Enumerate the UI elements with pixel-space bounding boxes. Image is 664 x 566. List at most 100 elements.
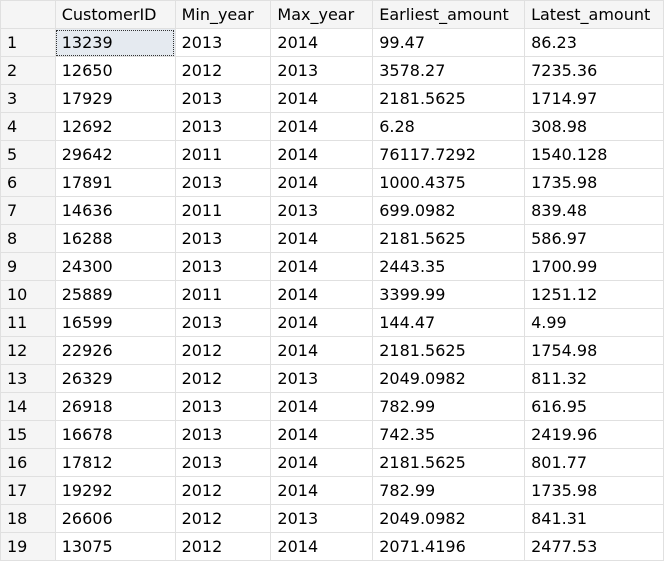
cell-customerid[interactable]: 26329 xyxy=(54,364,176,393)
table-row[interactable]: 15 16678 2013 2014 742.35 2419.96 xyxy=(0,420,664,449)
cell-latest-amount[interactable]: 1540.128 xyxy=(524,140,664,169)
cell-latest-amount[interactable]: 1735.98 xyxy=(524,476,664,505)
cell-customerid[interactable]: 16288 xyxy=(54,224,176,253)
cell-latest-amount[interactable]: 1714.97 xyxy=(524,84,664,113)
cell-earliest-amount[interactable]: 742.35 xyxy=(372,420,526,449)
cell-earliest-amount[interactable]: 2071.4196 xyxy=(372,532,526,561)
cell-min-year[interactable]: 2013 xyxy=(174,112,272,141)
cell-earliest-amount[interactable]: 2049.0982 xyxy=(372,364,526,393)
cell-max-year[interactable]: 2014 xyxy=(270,392,374,421)
table-row[interactable]: 4 12692 2013 2014 6.28 308.98 xyxy=(0,112,664,141)
cell-max-year[interactable]: 2014 xyxy=(270,308,374,337)
cell-max-year[interactable]: 2014 xyxy=(270,28,374,57)
cell-latest-amount[interactable]: 839.48 xyxy=(524,196,664,225)
table-row[interactable]: 19 13075 2012 2014 2071.4196 2477.53 xyxy=(0,532,664,561)
cell-customerid[interactable]: 13239 xyxy=(54,28,176,57)
table-row[interactable]: 10 25889 2011 2014 3399.99 1251.12 xyxy=(0,280,664,309)
table-row[interactable]: 9 24300 2013 2014 2443.35 1700.99 xyxy=(0,252,664,281)
cell-customerid[interactable]: 22926 xyxy=(54,336,176,365)
cell-customerid[interactable]: 26606 xyxy=(54,504,176,533)
row-number[interactable]: 18 xyxy=(0,504,56,533)
row-number[interactable]: 10 xyxy=(0,280,56,309)
cell-customerid[interactable]: 13075 xyxy=(54,532,176,561)
table-row[interactable]: 16 17812 2013 2014 2181.5625 801.77 xyxy=(0,448,664,477)
row-number[interactable]: 9 xyxy=(0,252,56,281)
cell-customerid[interactable]: 12692 xyxy=(54,112,176,141)
cell-max-year[interactable]: 2014 xyxy=(270,476,374,505)
cell-customerid[interactable]: 17929 xyxy=(54,84,176,113)
table-row[interactable]: 14 26918 2013 2014 782.99 616.95 xyxy=(0,392,664,421)
row-number[interactable]: 17 xyxy=(0,476,56,505)
cell-earliest-amount[interactable]: 2181.5625 xyxy=(372,336,526,365)
cell-min-year[interactable]: 2011 xyxy=(174,280,272,309)
row-number[interactable]: 16 xyxy=(0,448,56,477)
row-number[interactable]: 8 xyxy=(0,224,56,253)
cell-latest-amount[interactable]: 801.77 xyxy=(524,448,664,477)
cell-min-year[interactable]: 2012 xyxy=(174,364,272,393)
cell-earliest-amount[interactable]: 6.28 xyxy=(372,112,526,141)
cell-min-year[interactable]: 2013 xyxy=(174,224,272,253)
cell-min-year[interactable]: 2013 xyxy=(174,420,272,449)
cell-latest-amount[interactable]: 1754.98 xyxy=(524,336,664,365)
cell-min-year[interactable]: 2013 xyxy=(174,28,272,57)
cell-customerid[interactable]: 16599 xyxy=(54,308,176,337)
cell-max-year[interactable]: 2014 xyxy=(270,112,374,141)
cell-max-year[interactable]: 2014 xyxy=(270,140,374,169)
cell-max-year[interactable]: 2014 xyxy=(270,336,374,365)
cell-latest-amount[interactable]: 841.31 xyxy=(524,504,664,533)
cell-earliest-amount[interactable]: 2181.5625 xyxy=(372,224,526,253)
cell-earliest-amount[interactable]: 1000.4375 xyxy=(372,168,526,197)
row-number[interactable]: 13 xyxy=(0,364,56,393)
cell-max-year[interactable]: 2014 xyxy=(270,252,374,281)
column-header-max-year[interactable]: Max_year xyxy=(270,0,374,29)
cell-earliest-amount[interactable]: 76117.7292 xyxy=(372,140,526,169)
cell-earliest-amount[interactable]: 3578.27 xyxy=(372,56,526,85)
cell-max-year[interactable]: 2013 xyxy=(270,504,374,533)
cell-max-year[interactable]: 2013 xyxy=(270,196,374,225)
column-header-min-year[interactable]: Min_year xyxy=(174,0,272,29)
cell-max-year[interactable]: 2014 xyxy=(270,168,374,197)
cell-earliest-amount[interactable]: 144.47 xyxy=(372,308,526,337)
table-row[interactable]: 11 16599 2013 2014 144.47 4.99 xyxy=(0,308,664,337)
cell-customerid[interactable]: 29642 xyxy=(54,140,176,169)
cell-min-year[interactable]: 2012 xyxy=(174,504,272,533)
cell-min-year[interactable]: 2013 xyxy=(174,392,272,421)
table-row[interactable]: 2 12650 2012 2013 3578.27 7235.36 xyxy=(0,56,664,85)
table-row[interactable]: 17 19292 2012 2014 782.99 1735.98 xyxy=(0,476,664,505)
cell-latest-amount[interactable]: 1735.98 xyxy=(524,168,664,197)
column-header-earliest-amount[interactable]: Earliest_amount xyxy=(372,0,526,29)
table-row[interactable]: 5 29642 2011 2014 76117.7292 1540.128 xyxy=(0,140,664,169)
table-row[interactable]: 6 17891 2013 2014 1000.4375 1735.98 xyxy=(0,168,664,197)
row-number[interactable]: 3 xyxy=(0,84,56,113)
cell-earliest-amount[interactable]: 699.0982 xyxy=(372,196,526,225)
table-row[interactable]: 13 26329 2012 2013 2049.0982 811.32 xyxy=(0,364,664,393)
cell-earliest-amount[interactable]: 2181.5625 xyxy=(372,84,526,113)
cell-customerid[interactable]: 14636 xyxy=(54,196,176,225)
table-row[interactable]: 1 13239 2013 2014 99.47 86.23 xyxy=(0,28,664,57)
cell-min-year[interactable]: 2011 xyxy=(174,140,272,169)
cell-earliest-amount[interactable]: 99.47 xyxy=(372,28,526,57)
cell-min-year[interactable]: 2013 xyxy=(174,84,272,113)
cell-latest-amount[interactable]: 7235.36 xyxy=(524,56,664,85)
cell-customerid[interactable]: 26918 xyxy=(54,392,176,421)
cell-max-year[interactable]: 2014 xyxy=(270,532,374,561)
cell-max-year[interactable]: 2013 xyxy=(270,56,374,85)
cell-earliest-amount[interactable]: 2443.35 xyxy=(372,252,526,281)
cell-latest-amount[interactable]: 308.98 xyxy=(524,112,664,141)
cell-latest-amount[interactable]: 4.99 xyxy=(524,308,664,337)
table-row[interactable]: 7 14636 2011 2013 699.0982 839.48 xyxy=(0,196,664,225)
cell-latest-amount[interactable]: 586.97 xyxy=(524,224,664,253)
cell-earliest-amount[interactable]: 2181.5625 xyxy=(372,448,526,477)
cell-latest-amount[interactable]: 811.32 xyxy=(524,364,664,393)
cell-earliest-amount[interactable]: 3399.99 xyxy=(372,280,526,309)
cell-latest-amount[interactable]: 1251.12 xyxy=(524,280,664,309)
cell-min-year[interactable]: 2012 xyxy=(174,56,272,85)
row-number[interactable]: 2 xyxy=(0,56,56,85)
cell-latest-amount[interactable]: 1700.99 xyxy=(524,252,664,281)
cell-customerid[interactable]: 17812 xyxy=(54,448,176,477)
row-number[interactable]: 4 xyxy=(0,112,56,141)
table-row[interactable]: 18 26606 2012 2013 2049.0982 841.31 xyxy=(0,504,664,533)
cell-min-year[interactable]: 2012 xyxy=(174,336,272,365)
cell-max-year[interactable]: 2014 xyxy=(270,280,374,309)
cell-customerid[interactable]: 19292 xyxy=(54,476,176,505)
